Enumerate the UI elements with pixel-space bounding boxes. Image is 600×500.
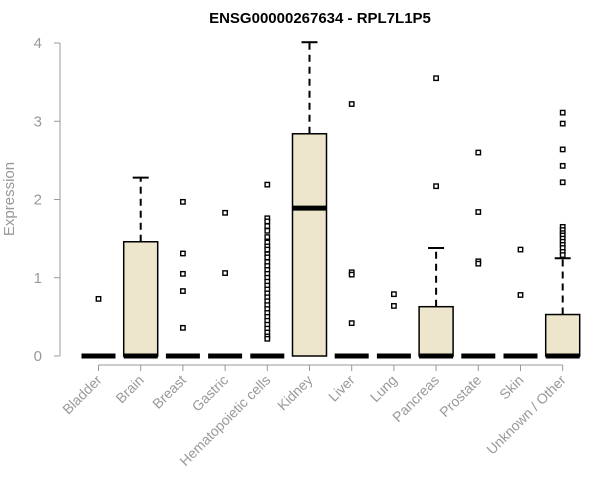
chart-title: ENSG00000267634 - RPL7L1P5 (209, 10, 431, 27)
box-bladder (81, 295, 116, 359)
outlier-point (264, 218, 271, 225)
y-tick-label: 4 (34, 35, 42, 52)
box-kidney (291, 41, 328, 357)
outlier-point (222, 270, 228, 276)
x-tick-label: Bladder (59, 372, 105, 418)
outlier-point (475, 209, 482, 215)
x-tick-label: Breast (149, 372, 189, 412)
outlier-point (264, 227, 271, 234)
outlier-point (517, 292, 524, 298)
box-body (418, 305, 454, 357)
outlier-point (433, 183, 439, 190)
outlier-point (264, 335, 271, 342)
outlier-point (179, 324, 186, 331)
outlier-point (179, 288, 186, 294)
x-tick-label: Skin (496, 372, 527, 403)
outlier-point (391, 291, 397, 298)
outlier-point (264, 181, 271, 188)
box-breast (165, 198, 200, 359)
outlier-point (264, 223, 271, 230)
outlier-point (348, 271, 355, 278)
outlier-point (517, 246, 524, 253)
outlier-point (348, 320, 355, 327)
box-body (291, 133, 328, 357)
box-lung (376, 291, 411, 359)
y-axis: 0 1 2 3 4 (34, 35, 61, 365)
outlier-point (264, 234, 271, 240)
box-body (122, 241, 159, 357)
box-prostate (461, 149, 496, 359)
outlier-point (179, 270, 186, 277)
box-skin (503, 246, 538, 359)
box-gastric (208, 209, 243, 359)
outlier-point (559, 146, 566, 153)
x-tick-label: Pancreas (389, 372, 442, 425)
box-series (81, 41, 581, 359)
x-tick-label: Lung (367, 372, 400, 405)
y-tick-label: 1 (34, 270, 42, 287)
y-tick-label: 3 (34, 113, 42, 130)
outlier-point (348, 101, 355, 107)
outlier-point (222, 209, 228, 216)
outlier-point (559, 252, 566, 258)
x-tick-label: Kidney (274, 372, 316, 414)
x-tick-label: Prostate (436, 372, 484, 420)
box-body (544, 313, 581, 357)
outlier-point (475, 149, 482, 156)
box-hematopoietic-cells (250, 181, 285, 359)
outlier-point (559, 162, 566, 169)
outlier-point (264, 246, 271, 253)
outlier-point (559, 109, 566, 116)
x-tick-label: Liver (325, 372, 358, 405)
outlier-point (559, 179, 566, 186)
x-tick-label: Brain (112, 372, 146, 406)
outlier-point (179, 198, 186, 205)
outlier-point (391, 303, 397, 309)
y-tick-label: 2 (34, 192, 42, 209)
box-liver (334, 101, 369, 359)
y-tick-label: 0 (34, 348, 42, 365)
outlier-point (264, 254, 271, 261)
outlier-point (475, 260, 482, 267)
x-tick-label: Unknown / Other (483, 372, 569, 458)
box-unknown-other (544, 109, 581, 359)
box-pancreas (418, 75, 454, 359)
outlier-point (433, 75, 439, 82)
outlier-point (559, 120, 566, 127)
outlier-point (179, 250, 186, 257)
outlier-point (95, 295, 102, 302)
y-axis-label: Expression (1, 162, 18, 236)
box-brain (122, 176, 159, 359)
